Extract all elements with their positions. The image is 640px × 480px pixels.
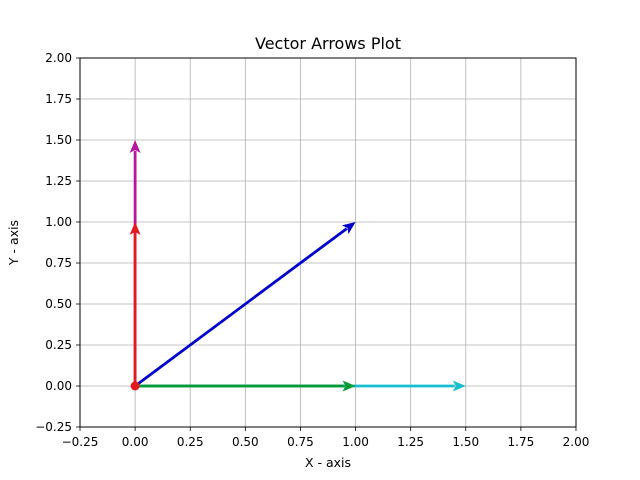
x-tick-label: 1.50 (452, 435, 479, 449)
y-tick-label: 0.00 (45, 379, 72, 393)
x-axis-label: X - axis (305, 455, 351, 470)
vectors (129, 140, 466, 392)
x-axis: −0.25 0.00 0.25 0.50 0.75 1.00 1.25 1.50 1.75 2.0… (62, 427, 590, 449)
x-tick-label: 0.75 (287, 435, 314, 449)
y-tick-label: 2.00 (45, 51, 72, 65)
plot-frame (79, 57, 577, 428)
y-tick-label: 0.25 (45, 338, 72, 352)
vector-arrow (135, 380, 356, 392)
y-tick-label: 0.50 (45, 297, 72, 311)
vector-head (129, 222, 141, 235)
y-tick-label: 1.25 (45, 174, 72, 188)
vector-arrow (129, 222, 141, 386)
y-tick-label: −0.25 (35, 420, 72, 434)
y-tick-label: 1.00 (45, 215, 72, 229)
y-axis-label: Y - axis (6, 220, 21, 266)
origin-point (130, 381, 140, 391)
y-axis: −0.25 0.00 0.25 0.50 0.75 1.00 1.25 1.50 1.75 2.0… (35, 51, 80, 434)
x-tick-label: −0.25 (62, 435, 99, 449)
y-tick-label: 1.50 (45, 133, 72, 147)
vector-head (342, 380, 356, 392)
chart-title: Vector Arrows Plot (255, 34, 401, 53)
vector-head (341, 222, 356, 235)
vector-arrow (134, 222, 356, 388)
x-tick-label: 1.25 (397, 435, 424, 449)
vector-shaft (134, 227, 348, 388)
x-tick-label: 2.00 (563, 435, 590, 449)
vector-head (452, 380, 466, 392)
x-tick-label: 0.50 (232, 435, 259, 449)
vector-head (129, 140, 141, 153)
y-tick-label: 1.75 (45, 92, 72, 106)
x-tick-label: 0.25 (177, 435, 204, 449)
x-tick-label: 0.00 (122, 435, 149, 449)
x-tick-label: 1.00 (342, 435, 369, 449)
x-tick-label: 1.75 (508, 435, 535, 449)
y-tick-label: 0.75 (45, 256, 72, 270)
